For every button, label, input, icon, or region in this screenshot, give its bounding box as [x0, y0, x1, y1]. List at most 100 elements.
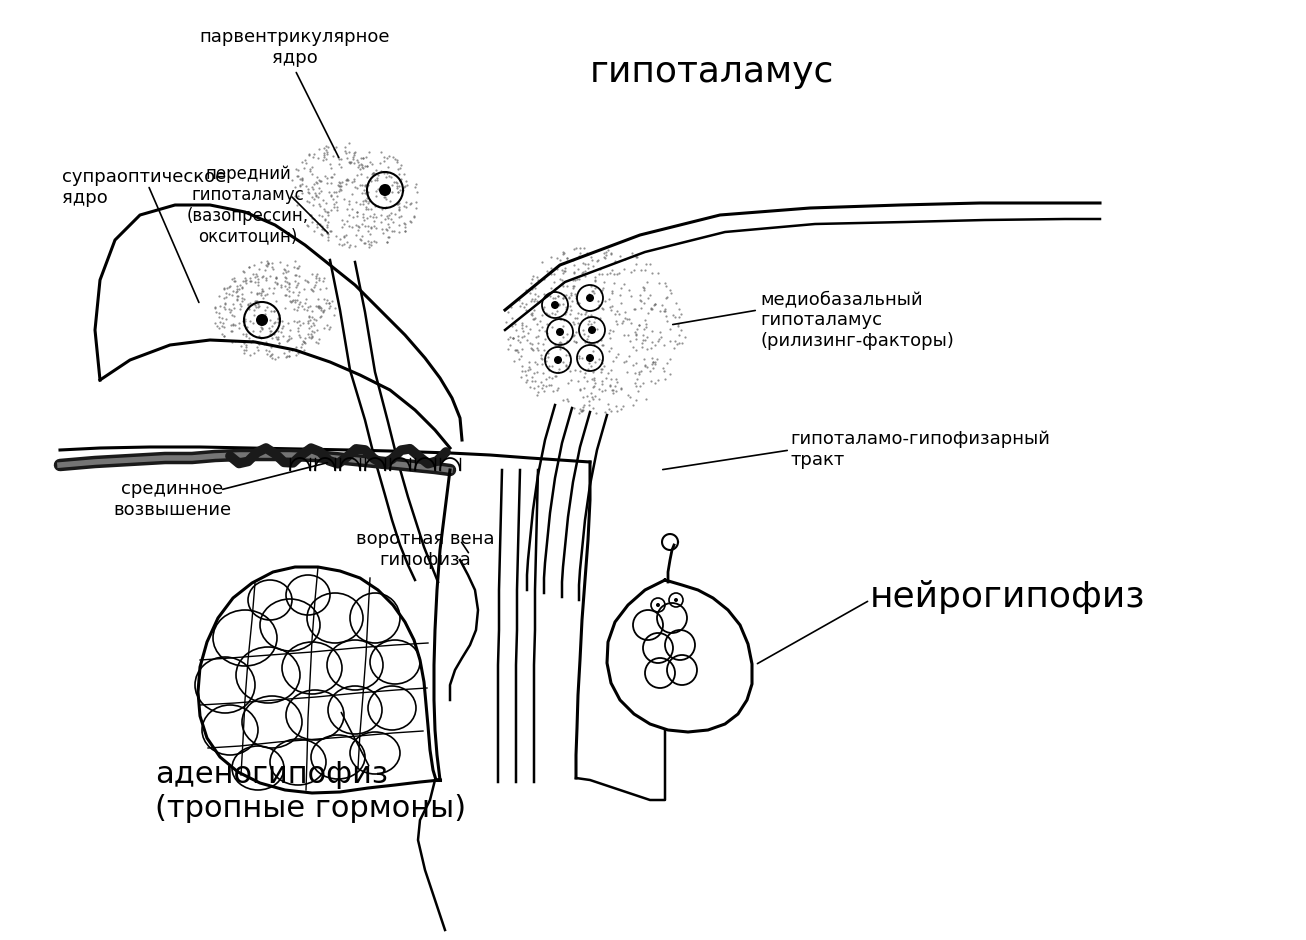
Point — [576, 352, 597, 367]
Point — [287, 260, 308, 275]
Point — [281, 294, 302, 309]
Point — [626, 355, 646, 370]
Point — [528, 336, 549, 351]
Point — [306, 174, 326, 189]
Point — [532, 255, 552, 270]
Point — [308, 270, 329, 285]
Point — [298, 321, 319, 336]
Point — [546, 281, 567, 296]
Point — [380, 212, 401, 227]
Point — [535, 306, 556, 321]
Point — [606, 304, 627, 319]
Polygon shape — [199, 567, 440, 793]
Point — [610, 281, 631, 296]
Point — [518, 361, 539, 376]
Point — [346, 218, 367, 233]
Point — [261, 351, 282, 366]
Point — [282, 294, 303, 309]
Point — [619, 282, 640, 297]
Point — [248, 328, 269, 343]
Point — [627, 322, 648, 337]
Point — [287, 275, 308, 290]
Point — [407, 184, 428, 199]
Point — [585, 273, 606, 288]
Point — [289, 343, 310, 358]
Point — [287, 321, 308, 336]
Point — [265, 271, 286, 286]
Point — [388, 224, 409, 239]
Point — [577, 317, 598, 332]
Point — [230, 298, 251, 313]
Point — [535, 331, 556, 346]
Point — [315, 151, 336, 166]
Point — [372, 222, 393, 237]
Point — [222, 317, 243, 332]
Point — [524, 381, 545, 396]
Point — [605, 350, 626, 365]
Point — [598, 325, 619, 340]
Point — [590, 361, 611, 376]
Point — [559, 290, 580, 306]
Point — [376, 209, 397, 224]
Point — [572, 322, 593, 337]
Point — [307, 336, 328, 351]
Point — [268, 323, 289, 338]
Point — [311, 309, 332, 324]
Point — [289, 327, 310, 342]
Point — [592, 352, 613, 368]
Point — [251, 286, 272, 301]
Point — [246, 299, 266, 314]
Point — [520, 321, 541, 337]
Point — [631, 293, 652, 308]
Circle shape — [551, 301, 559, 309]
Point — [316, 170, 337, 185]
Point — [614, 276, 635, 291]
Point — [329, 237, 350, 252]
Point — [312, 209, 333, 224]
Point — [592, 267, 613, 282]
Point — [246, 267, 266, 282]
Point — [538, 369, 559, 384]
Point — [260, 349, 281, 364]
Point — [350, 231, 371, 246]
Point — [599, 322, 620, 337]
Point — [517, 362, 538, 377]
Point — [247, 336, 268, 351]
Point — [302, 304, 323, 319]
Point — [303, 177, 324, 192]
Point — [225, 270, 246, 285]
Point — [512, 323, 533, 338]
Point — [584, 337, 605, 352]
Point — [590, 365, 611, 380]
Point — [234, 291, 255, 306]
Point — [311, 222, 332, 237]
Point — [287, 315, 308, 330]
Point — [669, 310, 690, 325]
Point — [522, 311, 543, 326]
Point — [572, 265, 593, 280]
Point — [379, 229, 400, 244]
Point — [296, 274, 317, 289]
Point — [606, 316, 627, 331]
Point — [671, 322, 692, 337]
Point — [316, 281, 337, 296]
Point — [620, 316, 641, 331]
Point — [349, 196, 370, 212]
Point — [227, 282, 248, 297]
Point — [299, 298, 320, 313]
Point — [317, 225, 338, 240]
Point — [594, 404, 615, 419]
Point — [333, 237, 354, 252]
Point — [290, 339, 311, 354]
Point — [253, 337, 274, 352]
Point — [592, 362, 613, 377]
Point — [264, 274, 285, 290]
Point — [338, 145, 359, 160]
Point — [597, 396, 618, 411]
Point — [239, 302, 260, 317]
Point — [569, 240, 590, 255]
Point — [272, 313, 293, 328]
Point — [601, 404, 622, 419]
Point — [341, 187, 362, 202]
Point — [610, 248, 631, 263]
